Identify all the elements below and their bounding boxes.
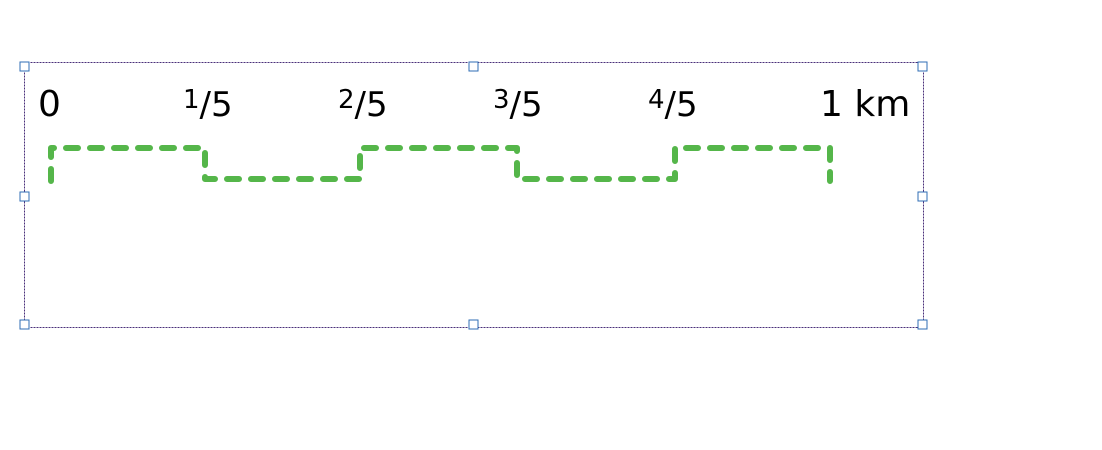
selection-frame[interactable]	[19, 61, 928, 330]
handle-top-left[interactable]	[19, 61, 30, 72]
scale-label-fraction-3: 3/5	[493, 85, 543, 125]
handle-middle-left[interactable]	[19, 191, 30, 202]
handle-middle-right[interactable]	[917, 191, 928, 202]
fraction-1-denominator: 5	[211, 85, 233, 125]
scale-label-fraction-4: 4/5	[648, 85, 698, 125]
scale-label-fraction-2: 2/5	[338, 85, 388, 125]
scale-label-end: 1 km	[820, 84, 910, 125]
fraction-2-numerator: 2	[338, 85, 355, 115]
fraction-4-denominator: 5	[676, 85, 698, 125]
frame-border	[24, 62, 924, 328]
scale-label-start: 0	[38, 84, 61, 125]
fraction-2-slash: /	[355, 85, 367, 125]
fraction-4-numerator: 4	[648, 85, 665, 115]
fraction-1-numerator: 1	[183, 85, 200, 115]
fraction-1-slash: /	[200, 85, 212, 125]
fraction-4-slash: /	[665, 85, 677, 125]
handle-bottom-left[interactable]	[19, 319, 30, 330]
handle-bottom-right[interactable]	[917, 319, 928, 330]
handle-bottom-center[interactable]	[468, 319, 479, 330]
handle-top-right[interactable]	[917, 61, 928, 72]
fraction-3-slash: /	[510, 85, 522, 125]
scale-label-fraction-1: 1/5	[183, 85, 233, 125]
fraction-3-denominator: 5	[521, 85, 543, 125]
scale-bar-line	[48, 145, 833, 184]
fraction-2-denominator: 5	[366, 85, 388, 125]
fraction-3-numerator: 3	[493, 85, 510, 115]
handle-top-center[interactable]	[468, 61, 479, 72]
